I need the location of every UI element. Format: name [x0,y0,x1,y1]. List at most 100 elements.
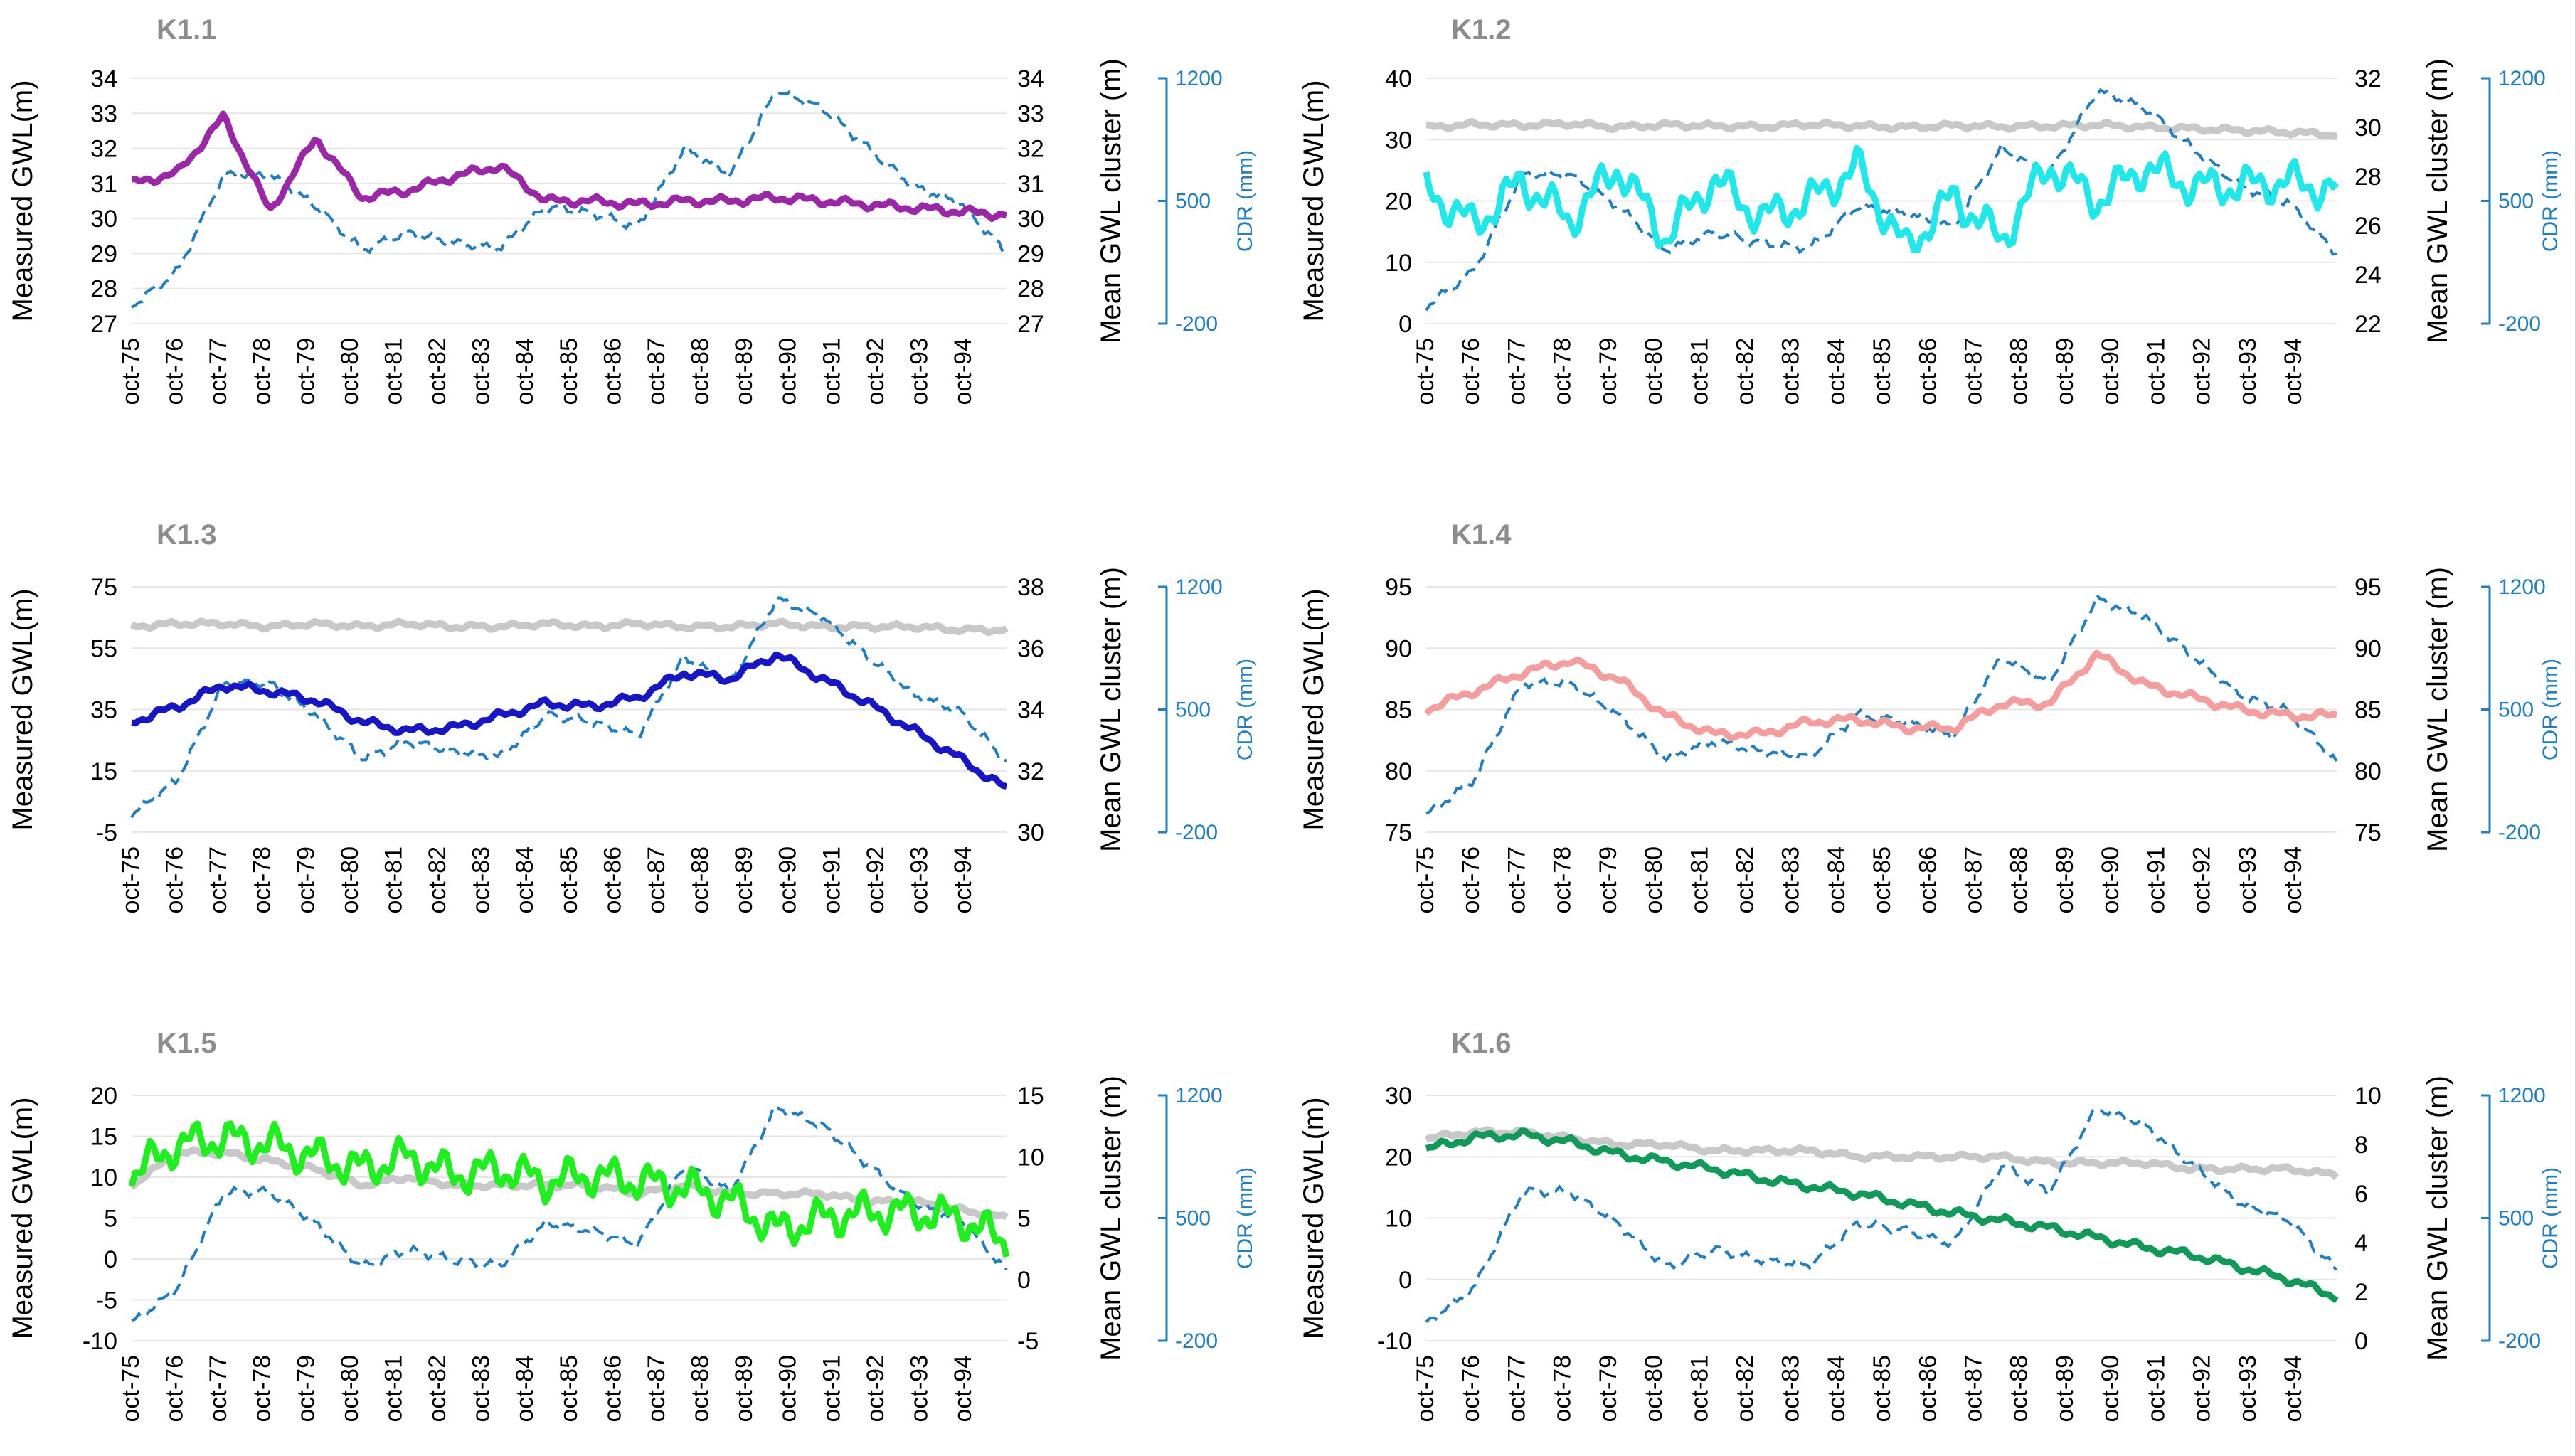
x-tick-label: oct-85 [556,338,583,405]
x-tick-label: oct-76 [1458,846,1485,914]
x-tick-label: oct-92 [2189,846,2216,914]
left-tick-label: 28 [90,276,117,303]
x-tick-label: oct-85 [1869,846,1896,914]
x-tick-label: oct-75 [117,338,144,405]
x-tick-label: oct-87 [1960,338,1987,405]
right-tick-label: 28 [1017,276,1044,303]
left-tick-label: 0 [104,1246,117,1273]
left-tick-label: 0 [1398,311,1412,338]
x-tick-label: oct-82 [1731,1355,1758,1423]
left-tick-label: 5 [104,1206,117,1233]
cdr-line [1425,592,2338,815]
cdr-tick-label: 500 [1175,190,1211,213]
x-tick-label: oct-80 [1640,1355,1667,1423]
cdr-tick-label: 500 [1175,1207,1211,1231]
panel-title: K1.6 [1451,1028,1512,1059]
x-tick-label: oct-79 [292,846,319,914]
x-tick-label: oct-89 [731,338,758,405]
left-tick-label: 15 [90,758,117,785]
x-tick-label: oct-79 [1595,338,1622,405]
x-tick-label: oct-77 [1503,1355,1530,1423]
left-tick-label: 55 [90,635,117,662]
x-tick-label: oct-92 [862,338,889,405]
x-tick-label: oct-88 [687,846,714,914]
cdr-tick-label: 1200 [2498,1084,2546,1107]
left-tick-label: 15 [90,1124,117,1151]
left-tick-label: 20 [1385,188,1412,216]
cdr-tick-label: -200 [1175,312,1218,336]
panel-K1-5: K1.5 20 15 10 5 0 -5 -10 15 10 5 0 -5 1200 500 -200 Meas… [7,1028,1257,1423]
right-tick-label: 80 [2354,758,2382,785]
right-tick-label: -5 [1017,1328,1039,1355]
right-axis-title: Mean GWL cluster (m) [1095,1075,1127,1361]
x-tick-label: oct-90 [2097,846,2124,914]
x-tick-label: oct-85 [556,846,583,914]
x-tick-label: oct-87 [643,338,670,405]
cdr-axis-title: CDR (mm) [2539,150,2562,252]
panel-title: K1.1 [156,14,217,46]
x-tick-label: oct-77 [1503,846,1530,914]
right-tick-label: 33 [1017,100,1044,127]
right-tick-label: 10 [2354,1083,2382,1110]
x-tick-label: oct-83 [468,1355,495,1423]
left-axis-title: Measured GWL(m) [1298,80,1329,322]
x-tick-label: oct-79 [1595,1355,1622,1423]
right-tick-label: 85 [2354,697,2382,724]
x-tick-label: oct-86 [1914,338,1941,405]
measured-gwl-line [129,617,1009,637]
left-tick-label: 35 [90,697,117,724]
x-tick-label: oct-92 [2189,1355,2216,1423]
x-tick-label: oct-80 [336,1355,363,1423]
right-tick-label: 27 [1017,311,1044,338]
cdr-tick-label: 1200 [1175,67,1223,90]
right-tick-label: 15 [1017,1083,1044,1110]
panel-title: K1.3 [156,519,217,551]
x-tick-label: oct-87 [643,846,670,914]
x-tick-label: oct-80 [1640,846,1667,914]
cdr-axis-title: CDR (mm) [1233,150,1257,252]
x-tick-label: oct-85 [556,1355,583,1423]
panel-title: K1.5 [156,1028,217,1059]
x-tick-label: oct-81 [1686,1355,1713,1423]
x-tick-label: oct-90 [775,338,802,405]
right-tick-label: 0 [1017,1267,1031,1294]
panel-title: K1.2 [1451,14,1512,46]
x-tick-label: oct-76 [161,846,189,914]
mean-gwl-cluster-line [1423,144,2340,254]
left-tick-label: 40 [1385,65,1412,92]
cdr-tick-label: -200 [1175,1329,1218,1353]
x-tick-label: oct-91 [818,338,845,405]
left-tick-label: 30 [1385,127,1412,154]
x-tick-label: oct-86 [599,1355,626,1423]
right-tick-label: 75 [2354,819,2382,846]
cdr-line [131,88,1008,309]
left-tick-label: 80 [1385,758,1412,785]
cdr-tick-label: 500 [2498,698,2534,722]
x-tick-label: oct-94 [950,846,977,914]
x-tick-label: oct-86 [599,338,626,405]
right-tick-label: 30 [1017,206,1044,233]
x-tick-label: oct-86 [1914,846,1941,914]
right-tick-label: 4 [2354,1230,2368,1257]
right-axis-title: Mean GWL cluster (m) [2422,1075,2453,1361]
cdr-line [130,596,1007,819]
cdr-axis-title: CDR (mm) [2539,659,2562,760]
x-tick-label: oct-83 [468,338,495,405]
left-axis-title: Measured GWL(m) [7,588,38,830]
panel-K1-3: K1.3 75 55 35 15 -5 38 36 34 32 30 1200 500 -200 Measu… [7,519,1257,914]
x-tick-label: oct-94 [950,338,977,405]
right-tick-label: 26 [2354,213,2382,240]
right-tick-label: 22 [2354,311,2382,338]
x-tick-label: oct-78 [249,338,276,405]
right-axis-title: Mean GWL cluster (m) [1095,58,1127,344]
x-tick-label: oct-94 [950,1355,977,1423]
right-tick-label: 36 [1017,635,1044,662]
cdr-tick-label: -200 [2498,821,2541,844]
x-tick-label: oct-89 [731,846,758,914]
left-tick-label: -10 [83,1328,117,1355]
left-axis-title: Measured GWL(m) [7,80,38,322]
x-tick-label: oct-92 [862,846,889,914]
x-tick-label: oct-89 [2051,1355,2078,1423]
left-tick-label: 29 [90,240,117,267]
x-tick-label: oct-77 [205,846,232,914]
